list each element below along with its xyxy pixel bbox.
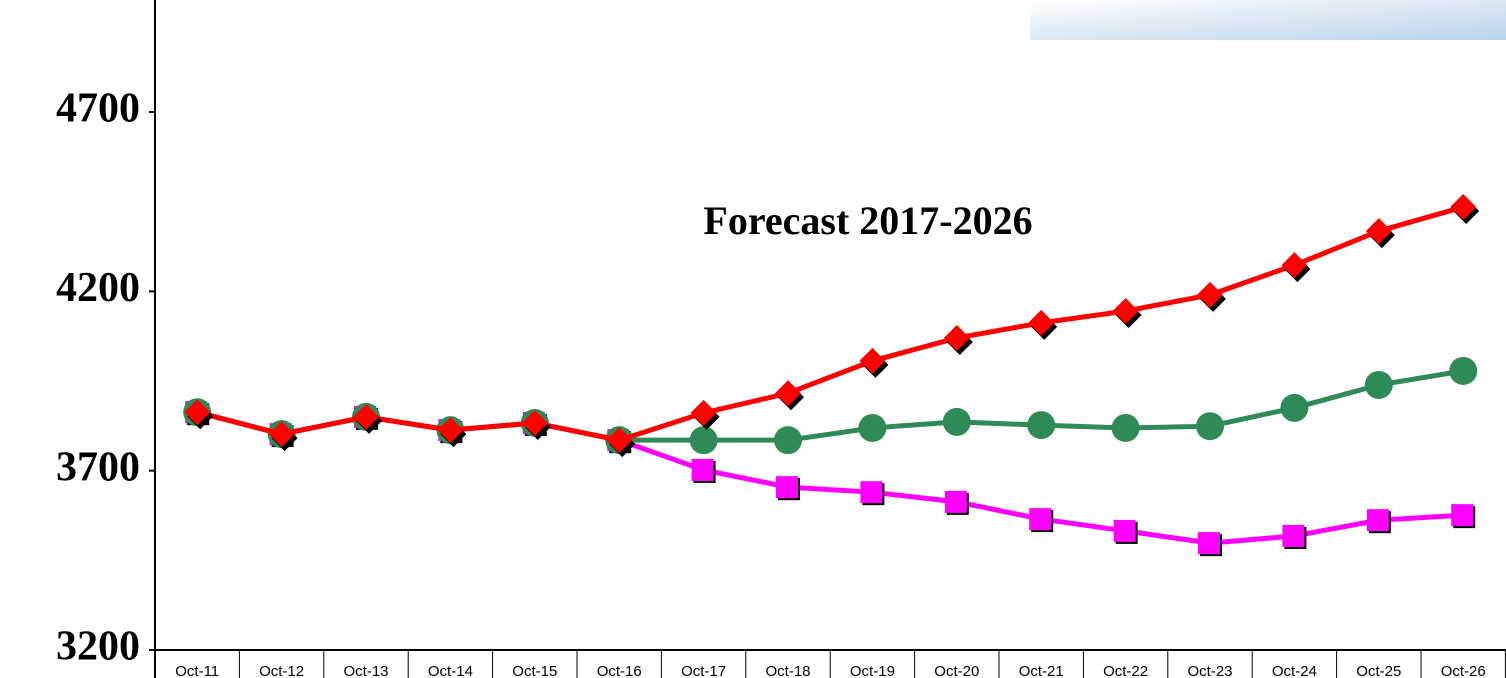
marker	[1029, 508, 1052, 531]
x-tick-label: Oct-16	[597, 663, 642, 678]
y-tick-label: 3700	[56, 444, 140, 490]
marker	[268, 421, 295, 448]
x-tick-label: Oct-13	[343, 663, 388, 678]
x-tick-label: Oct-12	[259, 663, 304, 678]
marker	[1365, 218, 1392, 245]
series-line	[196, 204, 1464, 443]
marker	[1196, 412, 1224, 441]
marker	[858, 413, 887, 442]
marker	[1451, 504, 1474, 527]
marker	[1113, 519, 1136, 542]
marker	[944, 490, 967, 513]
marker	[353, 403, 379, 430]
marker	[1449, 356, 1478, 385]
x-tick-label: Oct-15	[512, 663, 557, 678]
y-tick-label: 3200	[56, 624, 140, 670]
x-tick-label: Oct-11	[175, 663, 219, 678]
marker	[521, 409, 548, 436]
marker	[1280, 393, 1309, 422]
marker	[1282, 524, 1305, 547]
marker	[437, 417, 464, 444]
x-tick-label: Oct-14	[428, 663, 473, 678]
marker	[943, 324, 970, 351]
marker	[1364, 370, 1393, 399]
marker	[184, 399, 211, 426]
x-tick-label: Oct-25	[1356, 663, 1401, 678]
marker	[1197, 281, 1223, 308]
marker	[1028, 309, 1055, 336]
annotation: Forecast 2017-2026	[703, 198, 1032, 243]
x-tick-label: Oct-18	[765, 663, 810, 678]
marker	[859, 347, 886, 374]
marker	[1027, 411, 1056, 440]
x-tick-label: Oct-23	[1187, 663, 1232, 678]
y-tick-label: 4200	[56, 265, 140, 311]
marker	[775, 380, 801, 407]
marker	[1366, 509, 1389, 532]
marker	[942, 407, 971, 436]
marker	[860, 481, 883, 504]
x-tick-label: Oct-26	[1441, 663, 1486, 678]
x-tick-label: Oct-22	[1103, 663, 1148, 678]
x-tick-label: Oct-24	[1272, 663, 1317, 678]
marker	[691, 458, 714, 481]
marker	[1112, 298, 1139, 325]
marker	[1450, 194, 1477, 221]
marker	[774, 426, 802, 455]
marker	[690, 399, 717, 426]
y-tick-label: 4700	[56, 86, 140, 132]
marker	[1198, 532, 1220, 555]
marker	[606, 427, 633, 454]
marker	[1281, 252, 1308, 279]
marker	[1111, 413, 1140, 442]
background-decoration	[1030, 0, 1506, 40]
x-tick-label: Oct-19	[850, 663, 895, 678]
x-tick-label: Oct-17	[681, 663, 726, 678]
x-tick-label: Oct-21	[1019, 663, 1064, 678]
x-tick-label: Oct-20	[934, 663, 979, 678]
marker	[776, 476, 798, 499]
marker	[689, 426, 718, 455]
series-line	[196, 368, 1464, 443]
